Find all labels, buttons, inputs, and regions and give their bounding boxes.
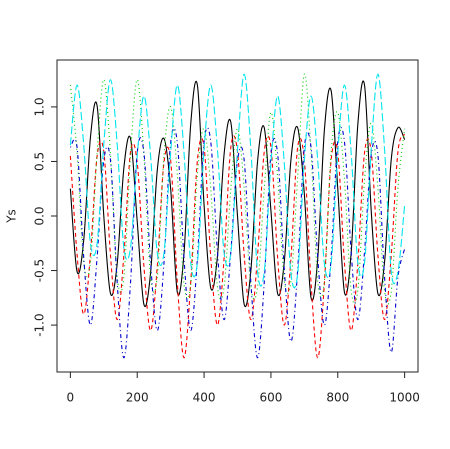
y-tick-label: 1.0 xyxy=(33,97,47,116)
y-tick-label: -0.5 xyxy=(33,259,47,282)
series-line xyxy=(69,73,406,289)
x-tick-label: 800 xyxy=(326,391,349,405)
series-line xyxy=(69,133,406,359)
y-tick-label: -1.0 xyxy=(33,313,47,336)
series-line xyxy=(69,73,406,305)
x-tick-label: 0 xyxy=(67,391,75,405)
y-tick-label: 0.5 xyxy=(33,152,47,171)
x-tick-label: 600 xyxy=(259,391,282,405)
series-line xyxy=(69,80,406,308)
y-tick-label: 0.0 xyxy=(33,206,47,225)
y-axis-label: Ys xyxy=(5,209,19,224)
series-line xyxy=(69,127,406,359)
x-tick-label: 400 xyxy=(193,391,216,405)
x-tick-label: 200 xyxy=(126,391,149,405)
x-tick-label: 1000 xyxy=(389,391,420,405)
